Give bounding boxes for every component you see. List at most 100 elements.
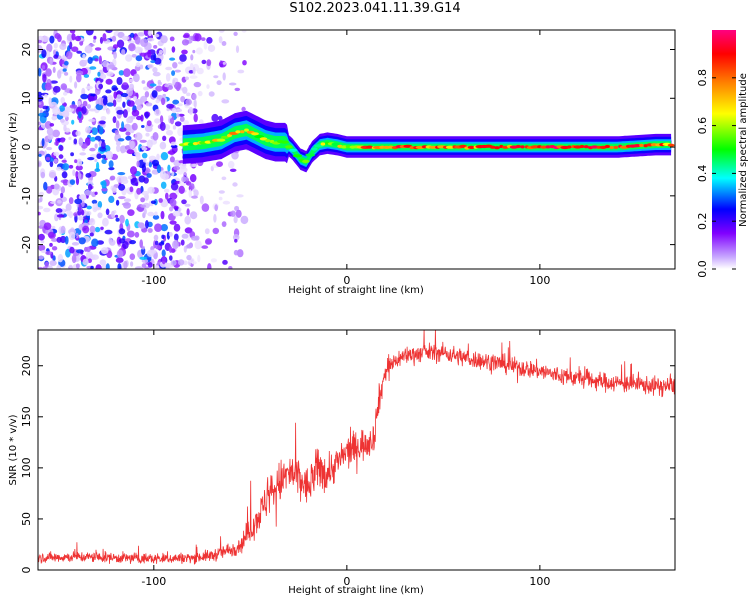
noise-blob: [194, 33, 202, 42]
noise-blob: [155, 108, 160, 115]
noise-blob: [163, 188, 170, 193]
noise-blob: [49, 57, 53, 66]
noise-blob: [154, 118, 161, 124]
noise-blob: [218, 30, 225, 33]
noise-blob: [134, 132, 143, 141]
colorbar-gradient: [712, 30, 736, 269]
ridge-peak: [244, 128, 249, 132]
noise-blob: [55, 140, 59, 146]
noise-blob: [160, 240, 165, 245]
spectrogram-y-axis-label: Frequency (Hz): [8, 112, 19, 188]
noise-blob: [114, 129, 120, 135]
noise-blob: [86, 205, 92, 210]
noise-blob: [108, 195, 115, 203]
noise-blob: [69, 30, 76, 34]
noise-blob: [159, 121, 166, 131]
noise-blob: [107, 94, 114, 104]
noise-blob: [222, 72, 226, 81]
noise-blob: [121, 121, 125, 130]
ridge-band: [182, 123, 672, 166]
noise-blob: [63, 61, 69, 66]
noise-blob: [141, 190, 149, 196]
noise-blob: [52, 188, 60, 196]
ridge-peak: [220, 135, 230, 139]
ridge-peak: [494, 146, 500, 150]
ridge-peak: [305, 153, 316, 157]
noise-blob: [139, 222, 145, 229]
noise-blob: [57, 254, 64, 263]
noise-blob: [139, 52, 147, 57]
noise-blob: [74, 228, 82, 236]
noise-blob: [111, 186, 117, 194]
noise-blob: [38, 101, 42, 106]
noise-blob: [133, 96, 138, 101]
noise-blob: [188, 70, 194, 74]
noise-blob: [141, 80, 146, 84]
noise-blob: [116, 175, 124, 183]
noise-blob: [186, 92, 191, 97]
noise-blob: [123, 68, 131, 77]
noise-blob: [159, 141, 167, 150]
noise-blob: [60, 97, 65, 104]
noise-blob: [108, 160, 114, 168]
noise-blob: [170, 141, 177, 146]
noise-blob: [130, 261, 134, 267]
noise-blob: [141, 147, 148, 151]
noise-blob: [125, 135, 132, 141]
noise-blob: [214, 204, 218, 212]
noise-blob: [160, 152, 169, 161]
noise-blob: [73, 212, 78, 217]
ridge-peak: [566, 145, 572, 149]
noise-blob: [189, 211, 198, 220]
noise-blob: [149, 83, 157, 87]
x-tick-label: 100: [529, 274, 550, 287]
noise-blob: [136, 104, 143, 111]
noise-blob: [63, 124, 67, 132]
noise-blob: [61, 171, 68, 179]
noise-blob: [116, 39, 125, 48]
noise-blob: [173, 165, 181, 171]
colorbar-tick-label: 0.8: [696, 69, 709, 87]
noise-blob: [53, 158, 58, 164]
noise-blob: [181, 39, 190, 46]
noise-blob: [191, 261, 197, 265]
noise-blob: [68, 231, 76, 241]
noise-blob: [56, 236, 62, 243]
noise-blob: [106, 71, 114, 77]
noise-blob: [89, 225, 96, 234]
noise-blob: [203, 40, 208, 50]
noise-blob: [78, 111, 82, 119]
noise-blob: [188, 189, 193, 198]
noise-blob: [91, 238, 99, 247]
noise-blob: [231, 151, 239, 160]
noise-blob: [48, 169, 57, 179]
noise-blob: [144, 111, 149, 119]
ridge-peak: [289, 148, 298, 152]
noise-blob: [208, 91, 215, 97]
noise-blob: [130, 166, 137, 175]
noise-blob: [161, 255, 166, 265]
noise-blob: [172, 125, 177, 130]
noise-blob: [168, 115, 173, 119]
noise-blob: [147, 211, 155, 217]
noise-blob: [166, 103, 175, 109]
noise-blob: [78, 137, 84, 147]
noise-blob: [111, 35, 117, 42]
noise-blob: [53, 85, 61, 93]
noise-blob: [129, 253, 136, 260]
noise-blob: [234, 205, 240, 212]
colorbar-tick-label: 0.6: [696, 117, 709, 135]
noise-blob: [112, 116, 117, 124]
noise-blob: [235, 209, 242, 218]
ridge-peak: [520, 145, 525, 149]
noise-blob: [60, 186, 65, 194]
noise-blob: [115, 141, 121, 146]
ridge-peak: [216, 138, 226, 142]
noise-blob: [212, 227, 220, 235]
noise-blob: [100, 247, 109, 255]
noise-blob: [145, 220, 149, 229]
noise-blob: [155, 245, 161, 250]
y-tick-label: 100: [20, 457, 33, 478]
noise-blob: [73, 138, 78, 145]
noise-blob: [53, 42, 58, 49]
